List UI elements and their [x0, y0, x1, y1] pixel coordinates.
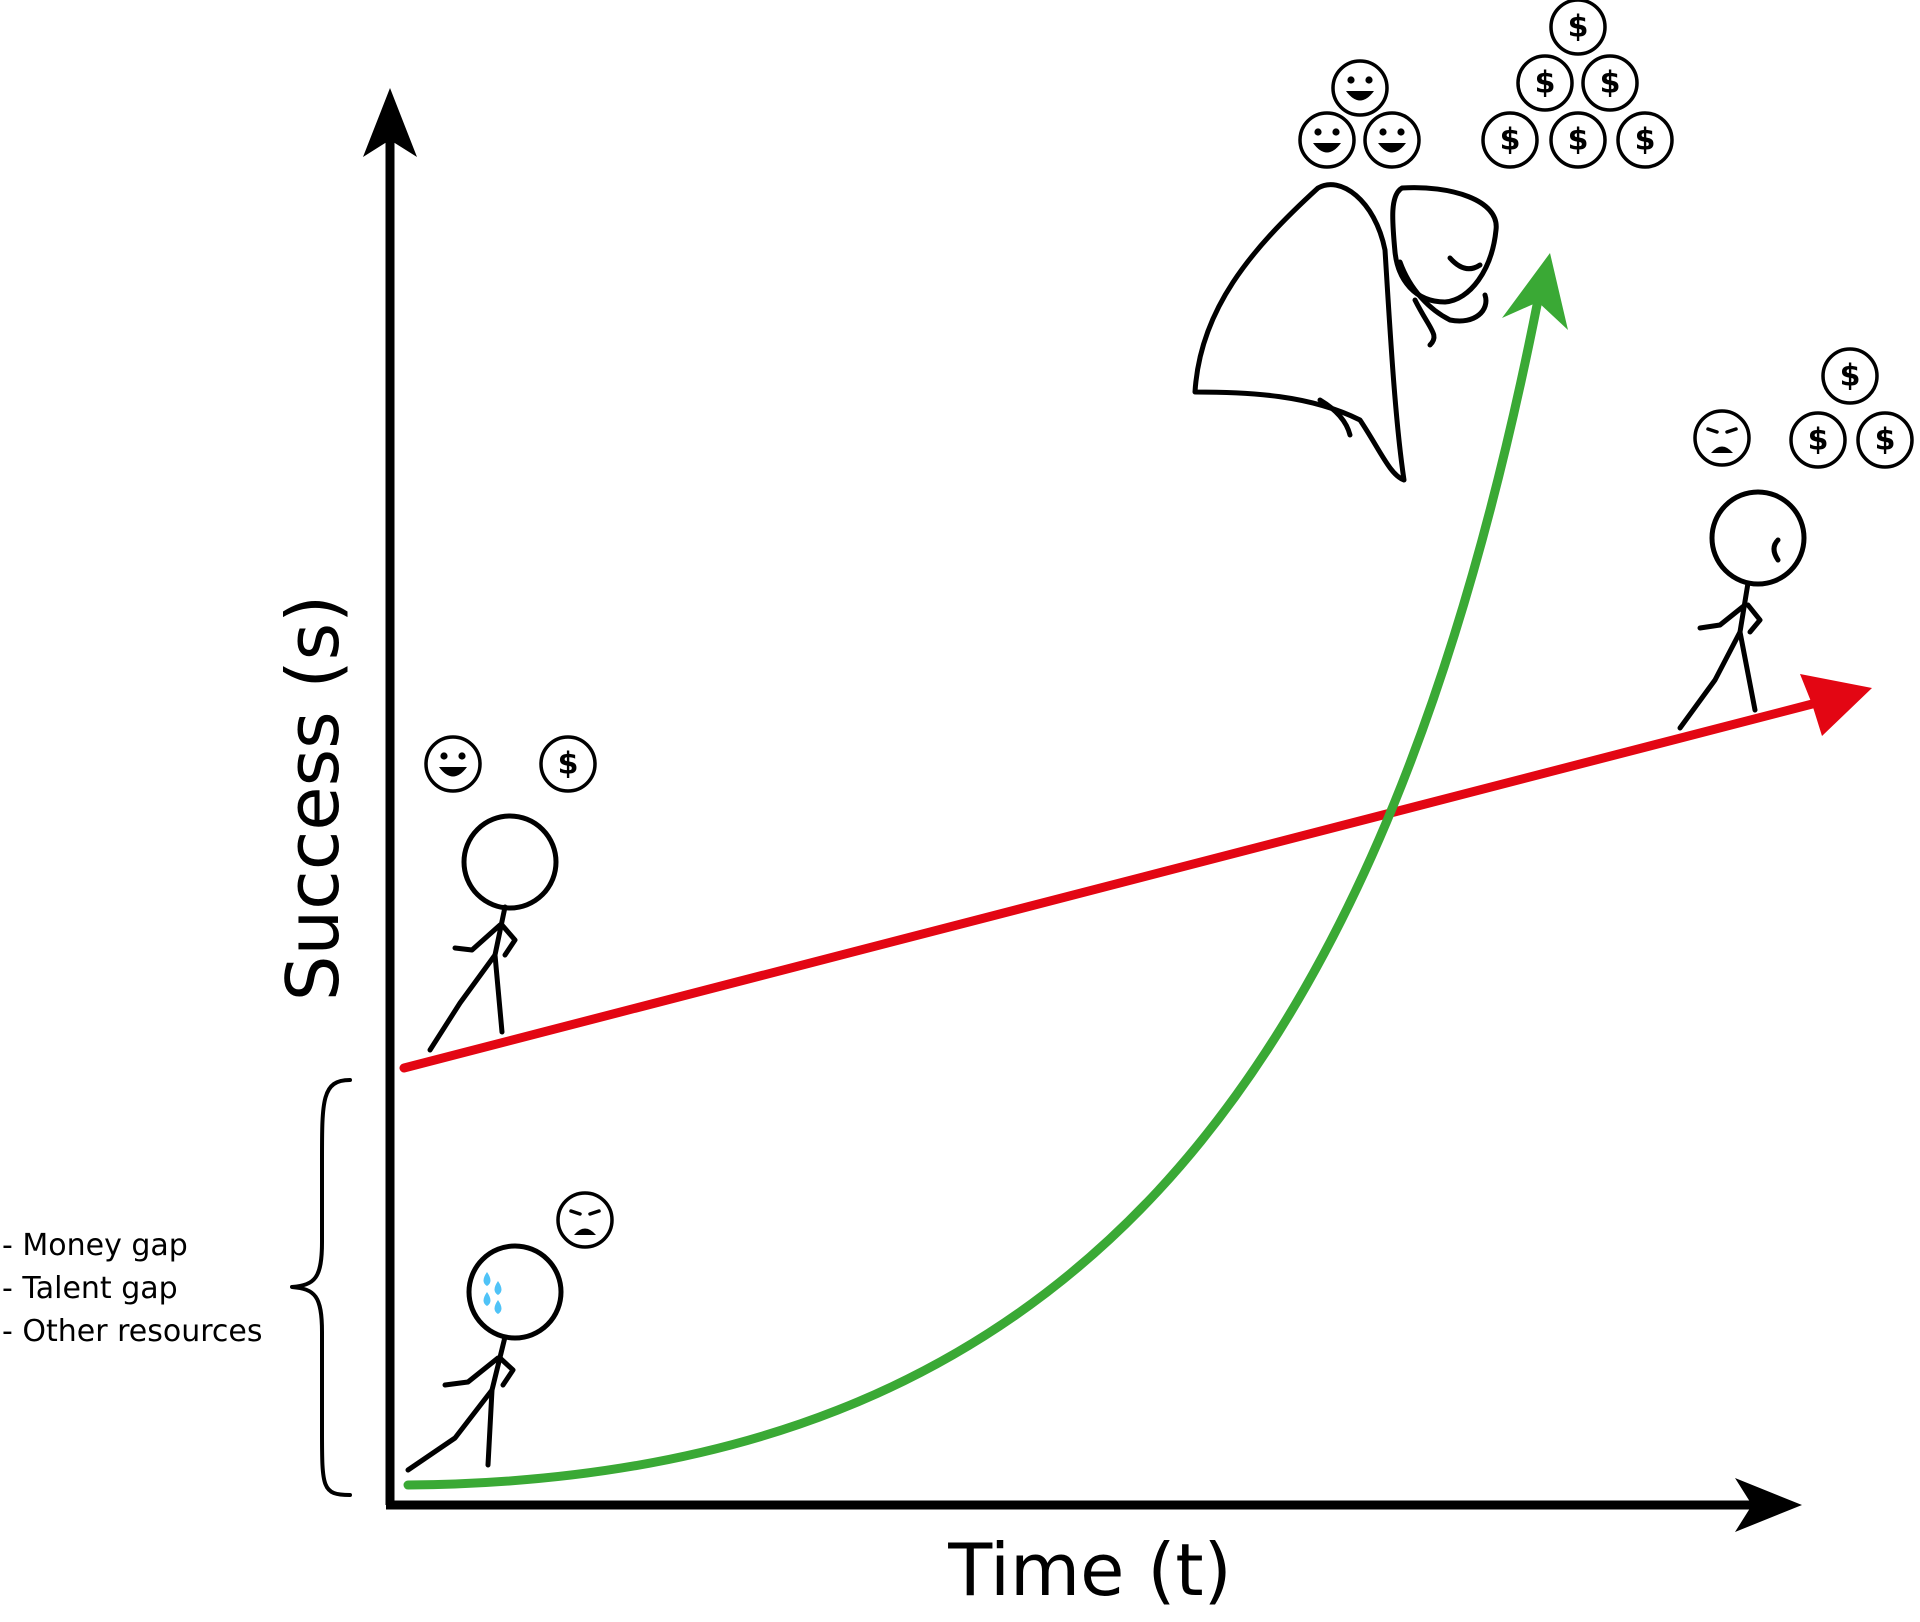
coin-icon: $ — [1549, 111, 1607, 169]
x-axis-arrowhead — [1735, 1478, 1802, 1532]
walker-head — [466, 1243, 564, 1341]
flying-winner-figure — [1192, 182, 1499, 483]
coin-pile-large: $ $ $ $ $ $ — [1481, 0, 1674, 169]
coin-icon: $ — [1821, 347, 1879, 405]
y-axis-label: Success (s) — [271, 595, 355, 1001]
sad-emoji-icon — [556, 1191, 614, 1249]
happy-emoji-icon — [1331, 59, 1389, 117]
svg-text:$: $ — [1568, 10, 1589, 45]
walker-head — [1709, 489, 1807, 587]
happy-emoji-icon — [424, 735, 482, 793]
sweating-walker-figure — [405, 1243, 564, 1473]
winner-head — [1390, 185, 1499, 305]
gap-note-talent: - Talent gap — [2, 1271, 178, 1306]
linear-path-arrowhead — [1800, 674, 1872, 736]
gap-note-money: - Money gap — [2, 1228, 188, 1263]
happy-emoji-icon — [1298, 111, 1356, 169]
happy-emoji-icon — [1363, 111, 1421, 169]
cape — [1192, 182, 1407, 483]
exponential-path-arrowhead — [1502, 253, 1568, 330]
coin-icon: $ — [1481, 111, 1539, 169]
svg-text:$: $ — [1535, 66, 1556, 101]
svg-text:$: $ — [1568, 123, 1589, 158]
coin-icon: $ — [1789, 411, 1847, 469]
sweat-drops-icon — [483, 1272, 502, 1314]
coin-icon: $ — [1516, 54, 1574, 112]
svg-text:$: $ — [558, 747, 579, 782]
axes — [363, 88, 1802, 1532]
svg-text:$: $ — [1500, 123, 1521, 158]
exponential-path-curve — [403, 295, 1543, 1490]
exponential-path — [403, 253, 1568, 1490]
coin-icon: $ — [1549, 0, 1607, 56]
linear-path-line — [399, 697, 1825, 1073]
gap-note-other: - Other resources — [2, 1314, 262, 1349]
sad-walker-figure — [1677, 489, 1807, 731]
svg-text:$: $ — [1600, 66, 1621, 101]
coin-icon: $ — [1616, 111, 1674, 169]
x-axis-label: Time (t) — [947, 1528, 1232, 1612]
walker-head — [461, 813, 559, 911]
happy-walker-figure — [427, 813, 559, 1053]
svg-text:$: $ — [1635, 123, 1656, 158]
happy-crowd — [1298, 59, 1421, 169]
svg-text:$: $ — [1808, 423, 1829, 458]
svg-text:$: $ — [1875, 423, 1896, 458]
coin-icon: $ — [1856, 411, 1914, 469]
svg-text:$: $ — [1840, 359, 1861, 394]
y-axis-arrowhead — [363, 88, 417, 157]
gap-brace — [290, 1078, 352, 1497]
linear-path — [399, 674, 1872, 1073]
coin-pile-small: $ $ $ — [1789, 347, 1914, 469]
coin-icon: $ — [539, 735, 597, 793]
coin-icon: $ — [1581, 54, 1639, 112]
sad-emoji-icon — [1693, 409, 1751, 467]
gap-notes: - Money gap - Talent gap - Other resourc… — [2, 1228, 262, 1349]
